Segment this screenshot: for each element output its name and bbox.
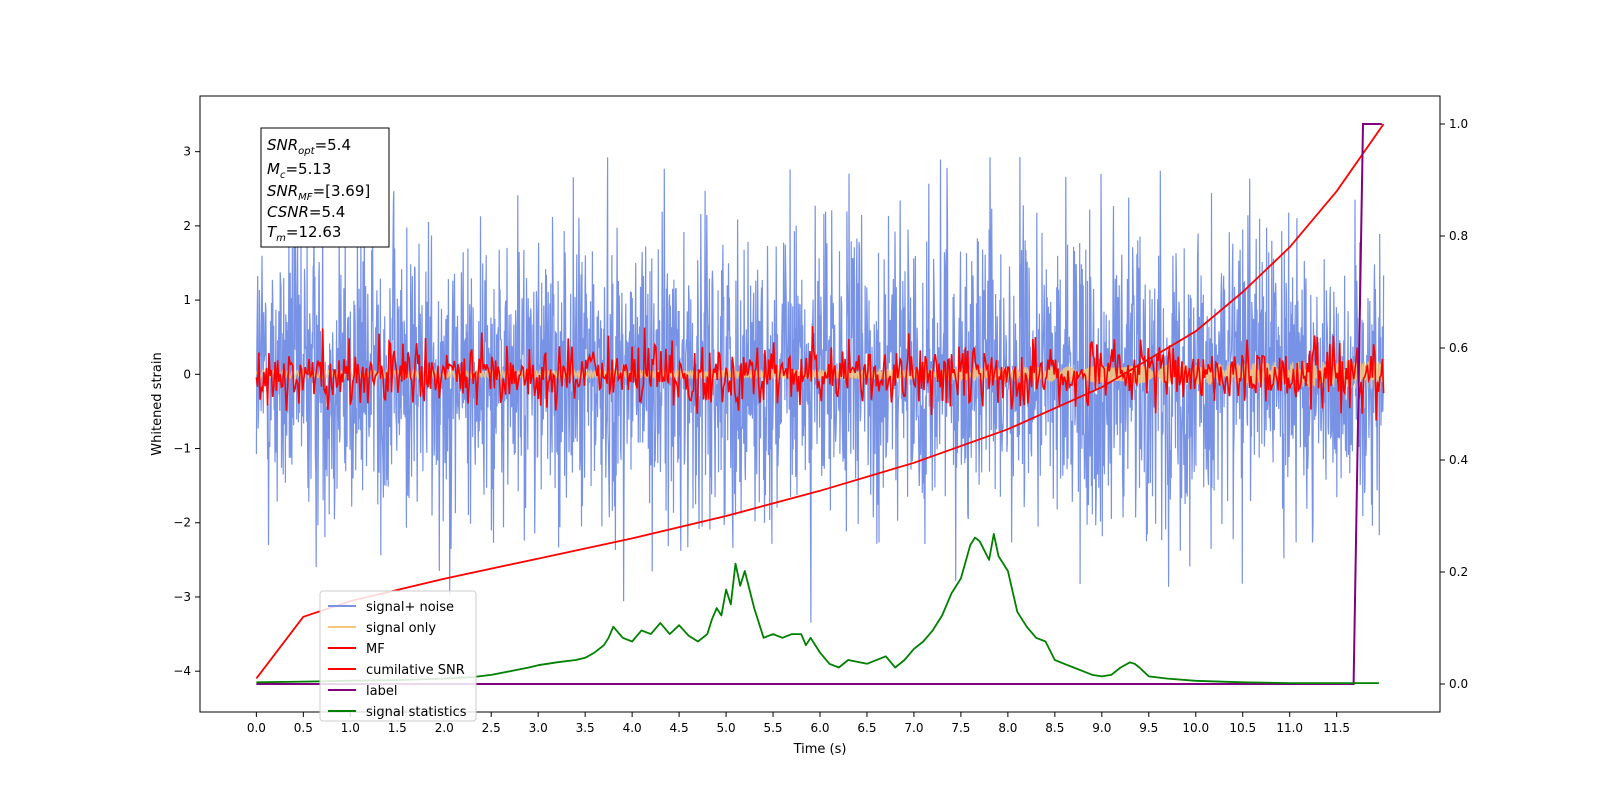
x-tick-label: 10.5 bbox=[1229, 721, 1256, 735]
y-tick-label: −1 bbox=[173, 442, 191, 456]
y2-tick-label: 0.8 bbox=[1449, 229, 1468, 243]
x-tick-label: 6.5 bbox=[857, 721, 876, 735]
legend-label: MF bbox=[366, 642, 385, 657]
series-signal-statistics bbox=[256, 533, 1379, 684]
y-tick-label: 0 bbox=[183, 367, 191, 381]
legend: signal+ noise signal only MF cumilative … bbox=[319, 590, 477, 722]
x-tick-label: 2.5 bbox=[482, 721, 501, 735]
x-tick-label: 0.5 bbox=[294, 721, 313, 735]
info-box: SNRopt=5.4 Mc=5.13 SNRMF=[3.69] CSNR=5.4… bbox=[260, 127, 390, 248]
x-axis-label: Time (s) bbox=[793, 742, 847, 757]
x-tick-label: 3.0 bbox=[529, 721, 548, 735]
series-mf bbox=[255, 326, 1385, 421]
legend-item-signal-statistics: signal statistics bbox=[328, 705, 467, 720]
legend-item-label: label bbox=[328, 684, 397, 699]
legend-label: signal only bbox=[366, 621, 436, 636]
x-tick-label: 1.0 bbox=[341, 721, 360, 735]
x-tick-label: 7.5 bbox=[951, 721, 970, 735]
info-mc: Mc=5.13 bbox=[267, 160, 331, 181]
y-tick-label: −2 bbox=[173, 516, 191, 530]
y2-tick-label: 0.2 bbox=[1449, 565, 1468, 579]
x-tick-label: 8.5 bbox=[1045, 721, 1064, 735]
x-tick-label: 10.0 bbox=[1182, 721, 1209, 735]
y-axis-label: Whitened strain bbox=[150, 352, 165, 455]
x-tick-label: 11.5 bbox=[1323, 721, 1350, 735]
info-snr-mf: SNRMF=[3.69] bbox=[267, 182, 370, 203]
legend-item-signal-noise: signal+ noise bbox=[328, 600, 454, 615]
legend-label: label bbox=[366, 684, 397, 699]
legend-label: signal+ noise bbox=[366, 600, 454, 615]
info-tm: Tm=12.63 bbox=[267, 223, 341, 244]
x-tick-label: 11.0 bbox=[1276, 721, 1303, 735]
legend-item-mf: MF bbox=[328, 642, 385, 657]
y2-tick-label: 1.0 bbox=[1449, 117, 1468, 131]
y2-tick-label: 0.6 bbox=[1449, 341, 1468, 355]
x-tick-label: 8.0 bbox=[998, 721, 1017, 735]
x-tick-label: 9.5 bbox=[1139, 721, 1158, 735]
ticks: 0.0 0.5 1.0 1.5 2.0 2.5 3.0 3.5 4.0 4.5 5.0 5.5 6.0 6… bbox=[173, 117, 1468, 735]
info-csnr: CSNR=5.4 bbox=[267, 203, 345, 221]
series-cumilative-snr bbox=[255, 123, 1385, 679]
series-signal-only bbox=[255, 360, 1385, 389]
x-tick-label: 4.0 bbox=[623, 721, 642, 735]
info-box-frame bbox=[260, 127, 390, 248]
x-tick-label: 9.0 bbox=[1092, 721, 1111, 735]
y-tick-label: −4 bbox=[173, 664, 191, 678]
y2-tick-label: 0.0 bbox=[1449, 677, 1468, 691]
x-tick-label: 6.0 bbox=[810, 721, 829, 735]
info-snr-opt: SNRopt=5.4 bbox=[267, 136, 351, 157]
x-tick-label: 0.0 bbox=[247, 721, 266, 735]
x-tick-label: 2.0 bbox=[435, 721, 454, 735]
y-tick-label: −3 bbox=[173, 590, 191, 604]
x-tick-label: 5.5 bbox=[763, 721, 782, 735]
legend-label: signal statistics bbox=[366, 705, 467, 720]
plot-content bbox=[255, 123, 1385, 685]
series-signal-noise bbox=[255, 156, 1385, 623]
legend-item-cumilative-snr: cumilative SNR bbox=[328, 663, 465, 678]
x-tick-label: 4.5 bbox=[670, 721, 689, 735]
y-tick-label: 2 bbox=[183, 219, 191, 233]
x-tick-label: 3.5 bbox=[576, 721, 595, 735]
x-tick-label: 7.0 bbox=[904, 721, 923, 735]
x-tick-label: 1.5 bbox=[388, 721, 407, 735]
y-tick-label: 1 bbox=[183, 293, 191, 307]
series-label bbox=[256, 123, 1382, 685]
x-tick-label: 5.0 bbox=[717, 721, 736, 735]
y2-tick-label: 0.4 bbox=[1449, 453, 1468, 467]
legend-frame bbox=[319, 590, 477, 722]
legend-label: cumilative SNR bbox=[366, 663, 465, 678]
y-tick-label: 3 bbox=[183, 145, 191, 159]
legend-item-signal-only: signal only bbox=[328, 621, 436, 636]
